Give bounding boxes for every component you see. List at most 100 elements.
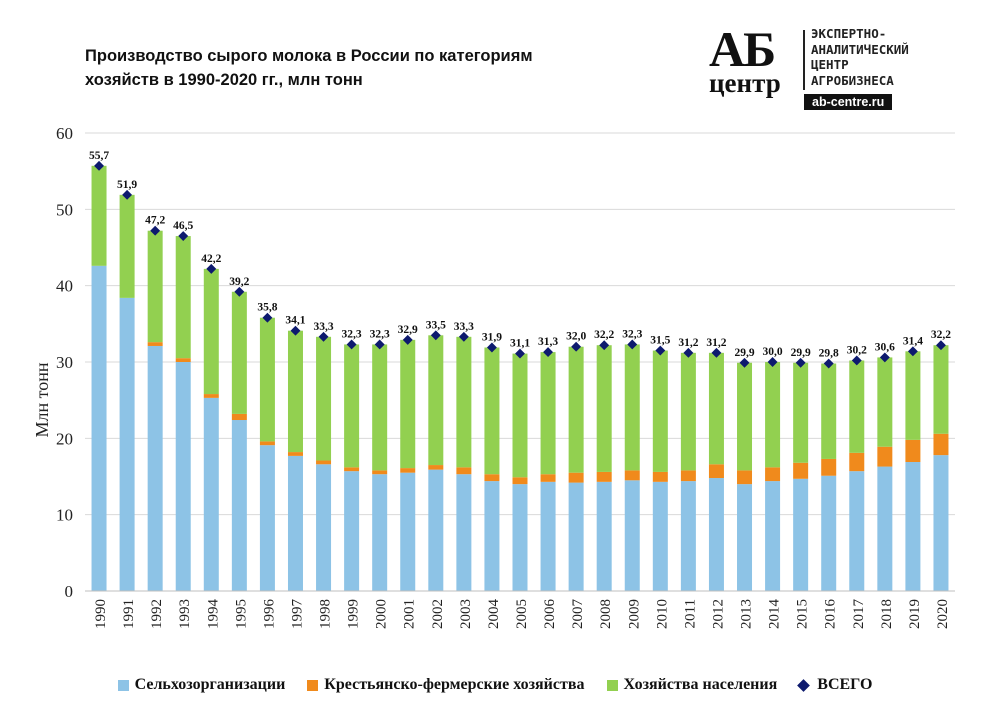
logo-line: АНАЛИТИЧЕСКИЙ xyxy=(811,41,909,57)
x-tick-label: 1998 xyxy=(318,599,334,629)
bar-segment-farms xyxy=(568,472,584,483)
bar-segment-farms xyxy=(652,471,668,482)
bar-segment-households xyxy=(344,344,360,468)
data-label: 31,2 xyxy=(678,337,698,349)
bar-segment-agri-orgs xyxy=(91,265,107,591)
total-marker xyxy=(122,189,133,200)
legend-label: Хозяйства населения xyxy=(623,676,778,693)
title-line-1: Производство сырого молока в России по к… xyxy=(85,47,533,65)
total-marker xyxy=(402,334,413,345)
bar-segment-agri-orgs xyxy=(624,480,640,591)
data-label: 30,0 xyxy=(763,346,783,358)
x-tick-label: 2005 xyxy=(514,599,530,629)
bar-segment-agri-orgs xyxy=(652,481,668,591)
total-marker xyxy=(346,339,357,350)
bar-segment-farms xyxy=(372,470,388,475)
bar-segment-farms xyxy=(316,460,332,465)
data-label: 33,3 xyxy=(454,321,474,333)
total-marker xyxy=(907,346,918,357)
logo-line: ЦЕНТР xyxy=(811,57,849,72)
title-line-2: хозяйств в 1990-2020 гг., млн тонн xyxy=(85,71,363,89)
x-tick-label: 2002 xyxy=(430,599,446,629)
data-label: 33,3 xyxy=(313,321,333,333)
bar-segment-agri-orgs xyxy=(456,474,472,591)
x-tick-label: 2004 xyxy=(486,599,502,630)
bar-segment-households xyxy=(568,346,584,473)
bar-segment-agri-orgs xyxy=(680,481,696,591)
logo-big: АБ xyxy=(709,21,776,77)
bar-segment-households xyxy=(849,360,865,453)
total-marker xyxy=(430,330,441,341)
total-marker xyxy=(627,339,638,350)
bar-segment-households xyxy=(231,291,247,414)
bar-segment-farms xyxy=(905,439,921,462)
bar-segment-agri-orgs xyxy=(849,471,865,591)
data-label: 32,3 xyxy=(342,328,362,340)
bar-segment-households xyxy=(203,268,219,395)
bar-segment-farms xyxy=(933,433,949,456)
legend-swatch xyxy=(117,679,129,691)
bar-segment-agri-orgs xyxy=(259,445,275,591)
y-tick-label: 30 xyxy=(56,353,73,372)
legend: Сельхозорганизации Крестьянско-фермерски… xyxy=(0,676,990,694)
data-label: 32,3 xyxy=(370,328,390,340)
total-marker xyxy=(851,355,862,366)
total-marker xyxy=(94,160,104,171)
bar-segment-agri-orgs xyxy=(372,474,388,591)
legend-swatch xyxy=(606,679,618,691)
bar-segment-agri-orgs xyxy=(287,455,303,591)
bar-segment-farms xyxy=(737,470,753,485)
bar-segment-households xyxy=(708,352,724,465)
y-tick-label: 20 xyxy=(56,429,73,448)
bar-segment-farms xyxy=(147,342,163,346)
logo-line: АГРОБИЗНЕСА xyxy=(811,72,894,88)
x-tick-label: 2011 xyxy=(682,599,698,628)
bar-segment-agri-orgs xyxy=(905,461,921,591)
bar-segment-agri-orgs xyxy=(596,481,612,591)
bar-segment-agri-orgs xyxy=(512,484,528,591)
x-tick-label: 1993 xyxy=(177,599,193,629)
data-label: 31,9 xyxy=(482,331,502,343)
x-tick-label: 1991 xyxy=(121,599,137,629)
bar-segment-households xyxy=(737,362,753,471)
x-tick-label: 2019 xyxy=(907,599,923,629)
x-tick-label: 1999 xyxy=(346,599,362,629)
x-tick-label: 2018 xyxy=(879,599,895,629)
legend-label: Крестьянско-фермерские хозяйства xyxy=(324,676,585,693)
bar-segment-agri-orgs xyxy=(737,484,753,591)
legend-label: Сельхозорганизации xyxy=(134,676,286,693)
bar-segment-households xyxy=(428,335,444,466)
bar-segment-households xyxy=(680,352,696,471)
bar-segment-farms xyxy=(400,468,416,473)
x-tick-label: 2003 xyxy=(458,599,474,629)
bar-segment-agri-orgs xyxy=(765,481,781,591)
data-label: 42,2 xyxy=(201,253,221,265)
x-tick-label: 2007 xyxy=(570,599,586,630)
logo-text: ЭКСПЕРТНО- АНАЛИТИЧЕСКИЙ ЦЕНТР АГРОБИЗНЕ… xyxy=(811,26,909,88)
y-tick-label: 40 xyxy=(56,277,73,296)
data-label: 29,8 xyxy=(819,348,839,360)
bar-segment-farms xyxy=(231,413,247,421)
total-marker xyxy=(150,225,161,236)
bar-segment-farms xyxy=(821,458,837,476)
bar-segment-households xyxy=(596,345,612,472)
bar-segment-agri-orgs xyxy=(877,466,893,591)
data-label: 55,7 xyxy=(89,150,109,162)
bar-segment-agri-orgs xyxy=(231,420,247,591)
bar-segment-households xyxy=(372,344,388,471)
data-label: 29,9 xyxy=(734,347,754,359)
bar-segment-agri-orgs xyxy=(175,362,191,591)
x-tick-label: 2010 xyxy=(654,599,670,629)
x-tick-label: 2015 xyxy=(795,599,811,629)
total-marker xyxy=(178,231,189,241)
total-marker xyxy=(458,331,469,342)
bar-segment-households xyxy=(91,165,107,266)
total-marker xyxy=(374,339,385,350)
bar-segment-farms xyxy=(596,471,612,482)
x-tick-label: 1996 xyxy=(261,599,277,630)
data-label: 32,3 xyxy=(622,328,642,340)
ab-centre-logo: АБ центр ЭКСПЕРТНО- АНАЛИТИЧЕСКИЙ ЦЕНТР … xyxy=(707,24,952,114)
bar-segment-agri-orgs xyxy=(344,471,360,591)
bar-segment-farms xyxy=(849,452,865,472)
